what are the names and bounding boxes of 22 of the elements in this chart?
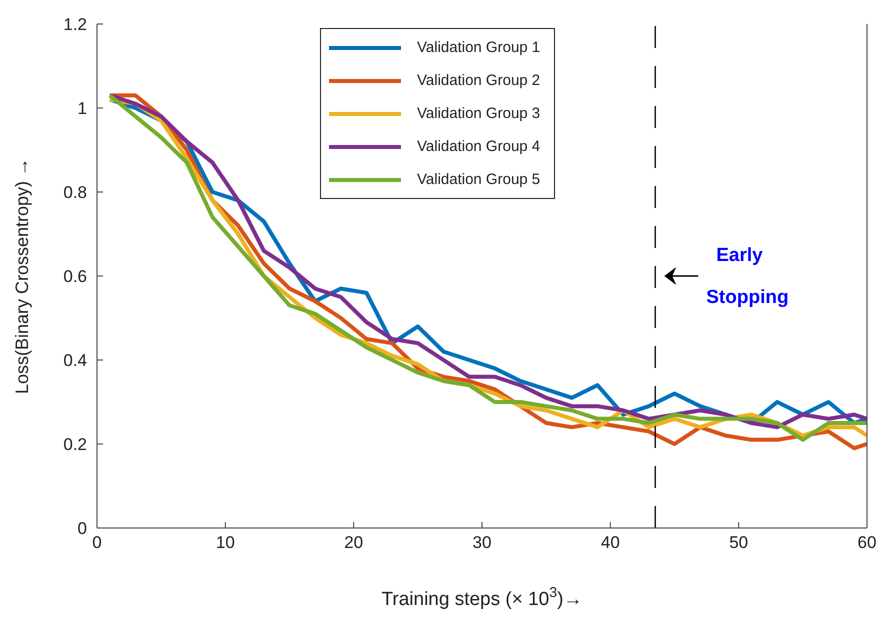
y-tick-label: 0.4 [63,351,87,370]
legend-label: Validation Group 1 [417,39,540,56]
annotation: Early Stopping [706,245,789,308]
x-tick-label: 0 [92,533,102,552]
x-tick-label: 10 [216,533,235,552]
y-tick-label: 1.2 [63,15,87,34]
x-tick-label: 20 [344,533,364,552]
x-tick-label: 60 [858,533,876,552]
y-tick-label: 1 [78,99,87,118]
x-tick-label: 40 [600,533,620,552]
legend-label: Validation Group 3 [417,105,540,122]
x-tick-label: 30 [472,533,492,552]
y-tick-label: 0.2 [63,435,87,454]
legend-label: Validation Group 5 [417,171,540,188]
x-tick-label: 50 [729,533,748,552]
y-tick-label: 0 [78,519,87,538]
legend-label: Validation Group 4 [417,138,540,155]
y-tick-label: 0.6 [63,267,87,286]
legend-label: Validation Group 2 [417,72,540,89]
x-axis-title: Training steps (× 10$^{3}$)→ [381,585,583,610]
y-axis-title: Loss(Binary Crossentropy) → [12,158,32,394]
y-tick-label: 0.8 [63,183,87,202]
